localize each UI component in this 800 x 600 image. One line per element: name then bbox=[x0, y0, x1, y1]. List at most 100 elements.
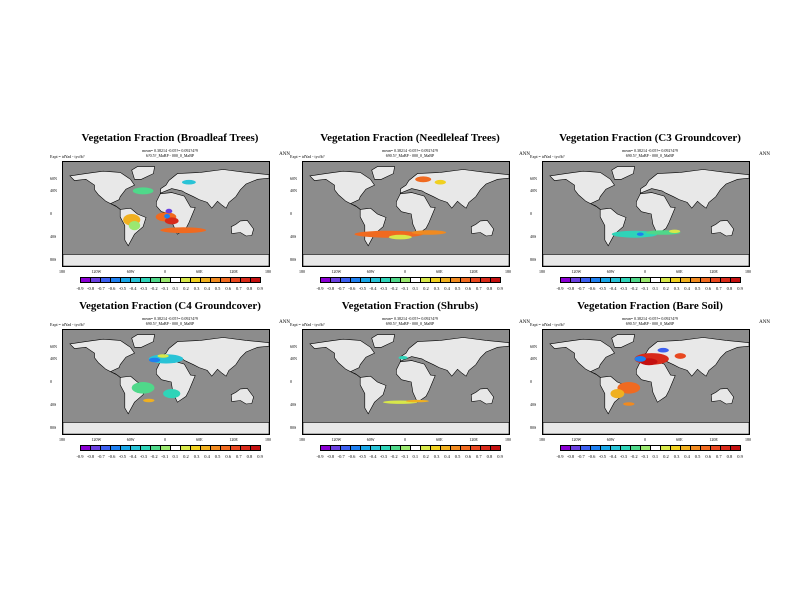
colorbar-swatch bbox=[170, 277, 181, 283]
colorbar-tick-label: 0.7 bbox=[235, 286, 242, 291]
anomaly-region bbox=[415, 176, 432, 183]
anomaly-region bbox=[143, 398, 155, 403]
lat-tick-label: 40S bbox=[290, 402, 297, 408]
colorbar-tick-label: 0.1 bbox=[652, 454, 659, 459]
lon-tick-label: 180 bbox=[745, 437, 751, 442]
colorbar-swatch bbox=[120, 277, 131, 283]
colorbar-swatch bbox=[720, 445, 731, 451]
lon-tick-label: 0 bbox=[404, 437, 406, 442]
colorbar-swatch bbox=[610, 445, 621, 451]
colorbar-tick-label: -0.2 bbox=[630, 286, 638, 291]
colorbar-swatch bbox=[560, 277, 571, 283]
lon-tick-label: 120W bbox=[91, 269, 102, 274]
land-samerica bbox=[119, 375, 147, 415]
colorbar bbox=[560, 277, 741, 285]
lon-tick-label: 120W bbox=[571, 437, 582, 442]
panel-experiment: Expt = tdYad - tycfb? bbox=[530, 322, 565, 327]
panel-stats: mean= 0.38214 -0.05?= 0.092?4?9 bbox=[382, 148, 438, 153]
lon-tick-label: 180 bbox=[265, 269, 271, 274]
map-panel-1: Vegetation Fraction (Broadleaf Trees) mea… bbox=[50, 132, 290, 322]
colorbar bbox=[320, 445, 501, 453]
anomaly-region bbox=[163, 389, 181, 399]
colorbar-tick-label: -0.1 bbox=[401, 454, 409, 459]
colorbar-swatch bbox=[140, 445, 151, 451]
lat-tick-label: 60N bbox=[530, 176, 537, 182]
colorbar-tick-label: -0.7 bbox=[337, 454, 345, 459]
panel-season: ANN bbox=[519, 320, 530, 325]
colorbar-tick-label: 0.6 bbox=[705, 286, 711, 291]
colorbar-swatch bbox=[600, 277, 611, 283]
colorbar-tick-label: -0.3 bbox=[619, 286, 628, 291]
colorbar-swatch bbox=[210, 445, 221, 451]
colorbar-tick-label: 0.3 bbox=[433, 286, 440, 291]
colorbar-tick-label: 0.2 bbox=[183, 286, 189, 291]
lon-tick-label: 120W bbox=[91, 437, 102, 442]
lat-tick-label: 60N bbox=[530, 344, 537, 350]
colorbar-tick-label: -0.4 bbox=[129, 286, 137, 291]
map-panel-5: Vegetation Fraction (Shrubs) mean= 0.3821… bbox=[290, 300, 530, 490]
land-australia bbox=[230, 220, 254, 237]
colorbar-swatch bbox=[320, 445, 331, 451]
lat-tick-label: 0 bbox=[530, 379, 532, 384]
panel-experiment: Expt = tdYad - tycfb? bbox=[290, 322, 325, 327]
panel-title: Vegetation Fraction (Bare Soil) bbox=[577, 300, 723, 312]
lon-tick-label: 60E bbox=[196, 437, 203, 442]
colorbar-swatch bbox=[690, 277, 701, 283]
lon-tick-label: 120E bbox=[229, 437, 238, 442]
colorbar-tick-label: 0.8 bbox=[486, 454, 493, 459]
land-africa bbox=[396, 360, 436, 403]
colorbar-swatch bbox=[230, 277, 241, 283]
colorbar-swatch bbox=[490, 277, 501, 283]
colorbar-tick-label: -0.6 bbox=[108, 286, 116, 291]
lat-tick-label: 60N bbox=[50, 176, 57, 182]
colorbar-tick-label: 0.6 bbox=[465, 454, 471, 459]
map-frame bbox=[62, 161, 270, 267]
anomaly-region bbox=[388, 234, 412, 240]
panel-season: ANN bbox=[279, 152, 290, 157]
colorbar-tick-label: -0.1 bbox=[161, 286, 169, 291]
colorbar-tick-label: 0.5 bbox=[694, 286, 701, 291]
colorbar-swatch bbox=[390, 277, 401, 283]
colorbar-tick-label: -0.7 bbox=[97, 454, 105, 459]
colorbar-tick-label: -0.9 bbox=[556, 286, 564, 291]
land-greenland bbox=[371, 166, 395, 180]
lat-tick-label: 80S bbox=[530, 257, 537, 263]
colorbar-tick-label: -0.5 bbox=[598, 454, 606, 459]
panel-period-diff: 690.5?_MaBP - 000_0_MaBP bbox=[385, 321, 435, 326]
lon-tick-label: 180 bbox=[265, 437, 271, 442]
colorbar-tick-label: 0.3 bbox=[433, 454, 440, 459]
lat-tick-label: 0 bbox=[50, 211, 52, 216]
colorbar-swatch bbox=[440, 277, 451, 283]
colorbar-swatch bbox=[220, 445, 231, 451]
colorbar-swatch bbox=[150, 277, 161, 283]
colorbar-tick-label: -0.2 bbox=[150, 286, 158, 291]
colorbar-swatch bbox=[340, 277, 351, 283]
colorbar-swatch bbox=[200, 445, 211, 451]
lon-tick-label: 180 bbox=[539, 437, 545, 442]
colorbar-tick-label: 0.8 bbox=[726, 454, 733, 459]
colorbar-tick-label: -0.7 bbox=[577, 454, 585, 459]
colorbar-tick-label: -0.2 bbox=[630, 454, 638, 459]
map-frame bbox=[542, 329, 750, 435]
colorbar-tick-label: -0.2 bbox=[150, 454, 158, 459]
colorbar-swatch bbox=[650, 445, 661, 451]
colorbar-tick-label: 0.2 bbox=[663, 286, 669, 291]
anomaly-region bbox=[657, 347, 669, 353]
land-samerica bbox=[359, 207, 387, 247]
anomaly-region bbox=[128, 221, 141, 231]
land-eurasia bbox=[159, 337, 269, 377]
colorbar-tick-label: 0.2 bbox=[423, 454, 429, 459]
anomaly-region bbox=[148, 357, 161, 363]
colorbar-swatch bbox=[240, 445, 251, 451]
colorbar-tick-label: -0.6 bbox=[588, 286, 596, 291]
colorbar-tick-label: -0.4 bbox=[609, 454, 617, 459]
panel-season: ANN bbox=[759, 152, 770, 157]
map-frame bbox=[62, 329, 270, 435]
map-plot bbox=[543, 166, 749, 266]
lon-tick-label: 120E bbox=[709, 437, 718, 442]
colorbar-swatch bbox=[360, 445, 371, 451]
anomaly-region bbox=[157, 354, 169, 358]
lat-tick-label: 80S bbox=[290, 425, 297, 431]
colorbar-swatch bbox=[480, 277, 491, 283]
colorbar-swatch bbox=[570, 445, 581, 451]
